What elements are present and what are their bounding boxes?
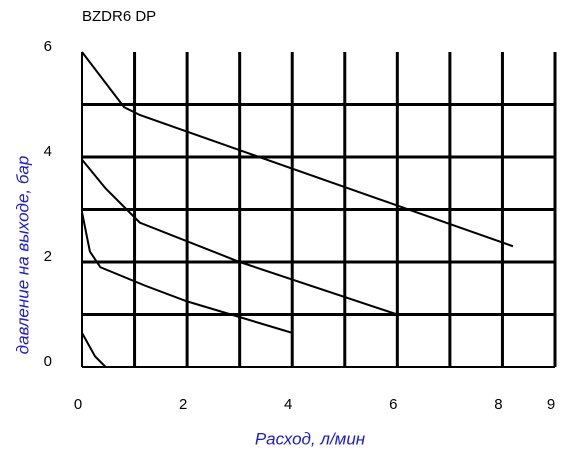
x-axis-label: Расход, л/мин: [255, 429, 366, 448]
curve: [81, 211, 293, 334]
curve: [81, 332, 107, 368]
y-tick-label: 2: [44, 248, 52, 265]
x-tick-label: 9: [547, 396, 555, 413]
y-tick-label: 0: [44, 353, 52, 370]
curve: [81, 51, 514, 248]
x-tick-label: 2: [179, 396, 187, 413]
x-tick-label: 4: [284, 396, 292, 413]
y-axis-label: давление на выходе, бар: [13, 156, 32, 355]
x-tick-label: 0: [74, 396, 82, 413]
y-tick-label: 6: [44, 38, 52, 55]
x-tick-label: 6: [389, 396, 397, 413]
x-tick-label: 8: [494, 396, 502, 413]
chart-title: BZDR6 DP: [82, 8, 156, 25]
y-tick-label: 4: [44, 143, 52, 160]
curve: [81, 158, 398, 316]
